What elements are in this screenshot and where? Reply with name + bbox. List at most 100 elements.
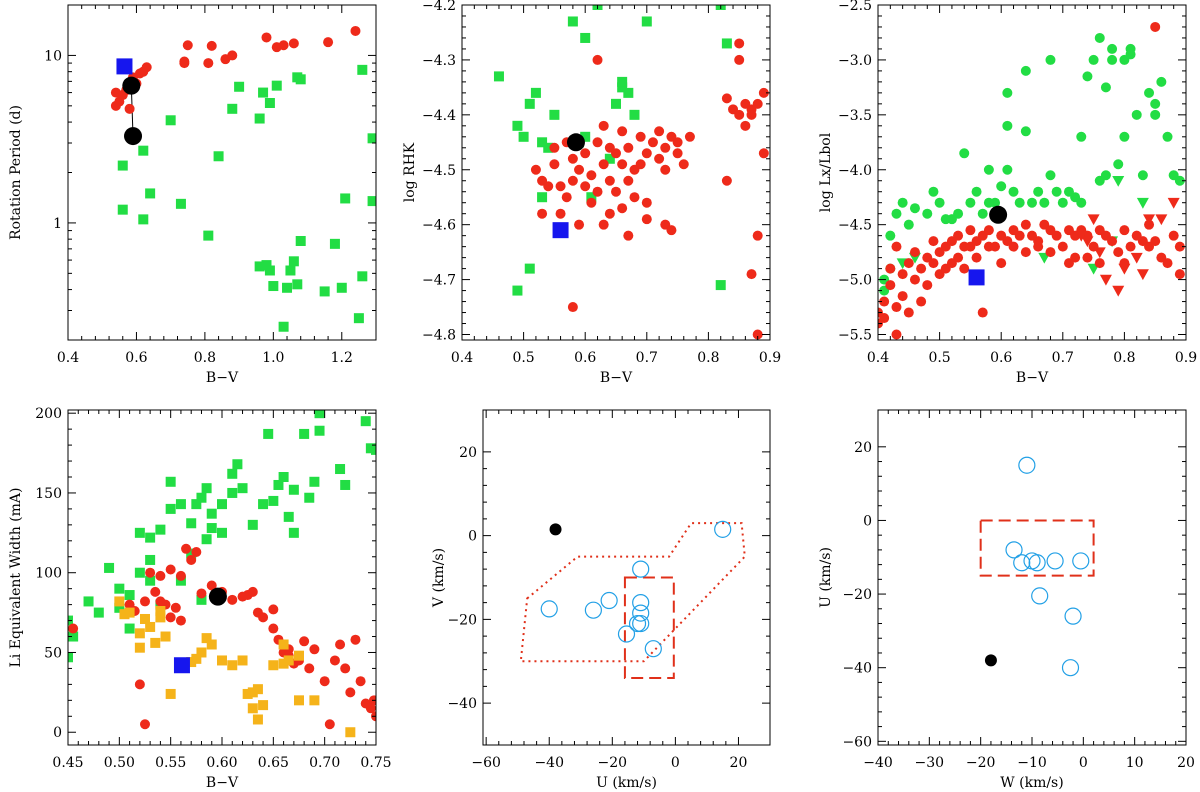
target-point: [984, 654, 997, 667]
y-tick-label: −4.6: [422, 218, 456, 234]
green-point: [1057, 197, 1068, 208]
red-point: [278, 40, 289, 51]
red-point: [1168, 230, 1179, 241]
green-point: [623, 87, 634, 98]
red-point: [734, 109, 745, 120]
orange-point: [252, 684, 263, 695]
y-tick-label: −4.3: [422, 53, 456, 69]
green-point: [145, 532, 156, 543]
y-axis-label: log RHK: [402, 142, 418, 202]
red-point: [903, 307, 914, 318]
y-tick-label: −4.5: [838, 218, 872, 234]
red-point: [635, 131, 646, 142]
green-point: [512, 285, 523, 296]
green-point: [273, 479, 284, 490]
red-point: [227, 594, 238, 605]
red-point: [916, 296, 927, 307]
green-point: [1033, 186, 1044, 197]
members-point: [584, 601, 602, 619]
green-point: [1162, 131, 1173, 142]
green-point: [891, 208, 902, 219]
red-point: [1045, 247, 1056, 258]
green-point: [258, 499, 269, 510]
dashed-box: [979, 519, 1095, 577]
green-point: [124, 623, 135, 634]
x-tick-label: 0.60: [206, 755, 237, 771]
green-point: [1131, 109, 1142, 120]
green-point: [309, 476, 320, 487]
red-point: [623, 175, 634, 186]
red-point: [752, 329, 763, 340]
red-point: [623, 142, 634, 153]
green-point: [227, 487, 238, 498]
red-point: [604, 208, 615, 219]
target-point: [549, 523, 562, 536]
orange-point: [278, 658, 289, 669]
red-point: [953, 230, 964, 241]
red-point: [567, 302, 578, 313]
red-point: [261, 32, 272, 43]
red-point: [623, 230, 634, 241]
x-tick-label: 0.9: [759, 350, 781, 366]
green-point: [68, 652, 73, 663]
green-point: [1137, 170, 1148, 181]
y-tick-label: −40: [842, 661, 872, 677]
red-point: [350, 634, 361, 645]
blue-point: [968, 269, 985, 286]
orange-point: [145, 621, 156, 632]
target-point: [122, 76, 141, 95]
red-point: [340, 663, 351, 674]
x-tick-label: 0.5: [928, 350, 950, 366]
y-tick-label: 1: [53, 216, 62, 232]
x-tick-label: −40: [863, 755, 893, 771]
red-point: [746, 109, 757, 120]
x-tick-label: −30: [915, 755, 945, 771]
green-point: [641, 16, 652, 27]
red-point: [140, 596, 150, 607]
green-point: [206, 508, 217, 519]
orange-point: [134, 628, 145, 639]
red-point: [329, 655, 340, 666]
panel-p6: −40 −30 −20 −10 0 10 20 −60 −40 −20 0 20 W (km/s) U (…: [818, 409, 1195, 791]
red-point: [897, 291, 908, 302]
green-point: [175, 198, 186, 209]
red-point: [977, 307, 988, 318]
green-point: [543, 142, 554, 153]
green-point: [897, 197, 908, 208]
red-point: [1014, 230, 1025, 241]
red-point: [543, 181, 554, 192]
red-point: [965, 225, 976, 236]
red-limits-point: [1075, 230, 1088, 242]
red-point: [971, 252, 982, 263]
x-tick-label: 0.7: [1052, 350, 1074, 366]
orange-point: [309, 695, 320, 706]
red-point: [155, 570, 166, 581]
green-point: [196, 594, 207, 605]
red-limits-point: [1099, 274, 1112, 286]
orange-point: [217, 655, 227, 666]
x-axis-label: B−V: [206, 370, 239, 386]
green-point: [524, 98, 535, 109]
red-point: [141, 62, 152, 73]
red-limits-point: [1087, 214, 1100, 226]
green-point: [201, 534, 212, 545]
green-point: [340, 193, 351, 204]
green-point: [1020, 126, 1031, 137]
x-tick-label: 0.45: [52, 755, 83, 771]
red-point: [758, 87, 769, 98]
green-point: [367, 196, 376, 207]
x-tick-label: 0.8: [1113, 350, 1135, 366]
green-point: [1045, 54, 1056, 65]
green-point: [909, 203, 920, 214]
green-point: [1045, 170, 1056, 181]
red-point: [227, 50, 238, 61]
red-point: [1051, 230, 1062, 241]
members-point: [714, 520, 732, 538]
axes-frame: [877, 4, 1187, 341]
red-point: [268, 604, 279, 615]
x-tick-label: 20: [730, 755, 748, 771]
red-point: [150, 586, 161, 597]
target-point: [566, 133, 585, 152]
orange-point: [345, 727, 356, 738]
